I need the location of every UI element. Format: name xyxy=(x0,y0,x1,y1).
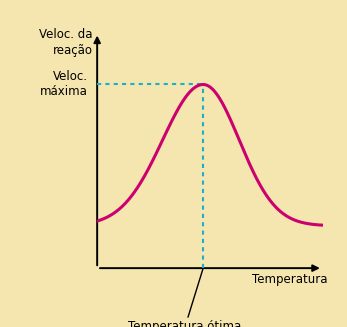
Text: Veloc. da
reação: Veloc. da reação xyxy=(39,28,93,57)
Text: Temperatura ótima: Temperatura ótima xyxy=(128,268,242,327)
Text: Veloc.
máxima: Veloc. máxima xyxy=(40,71,88,98)
Text: Temperatura: Temperatura xyxy=(252,273,327,286)
